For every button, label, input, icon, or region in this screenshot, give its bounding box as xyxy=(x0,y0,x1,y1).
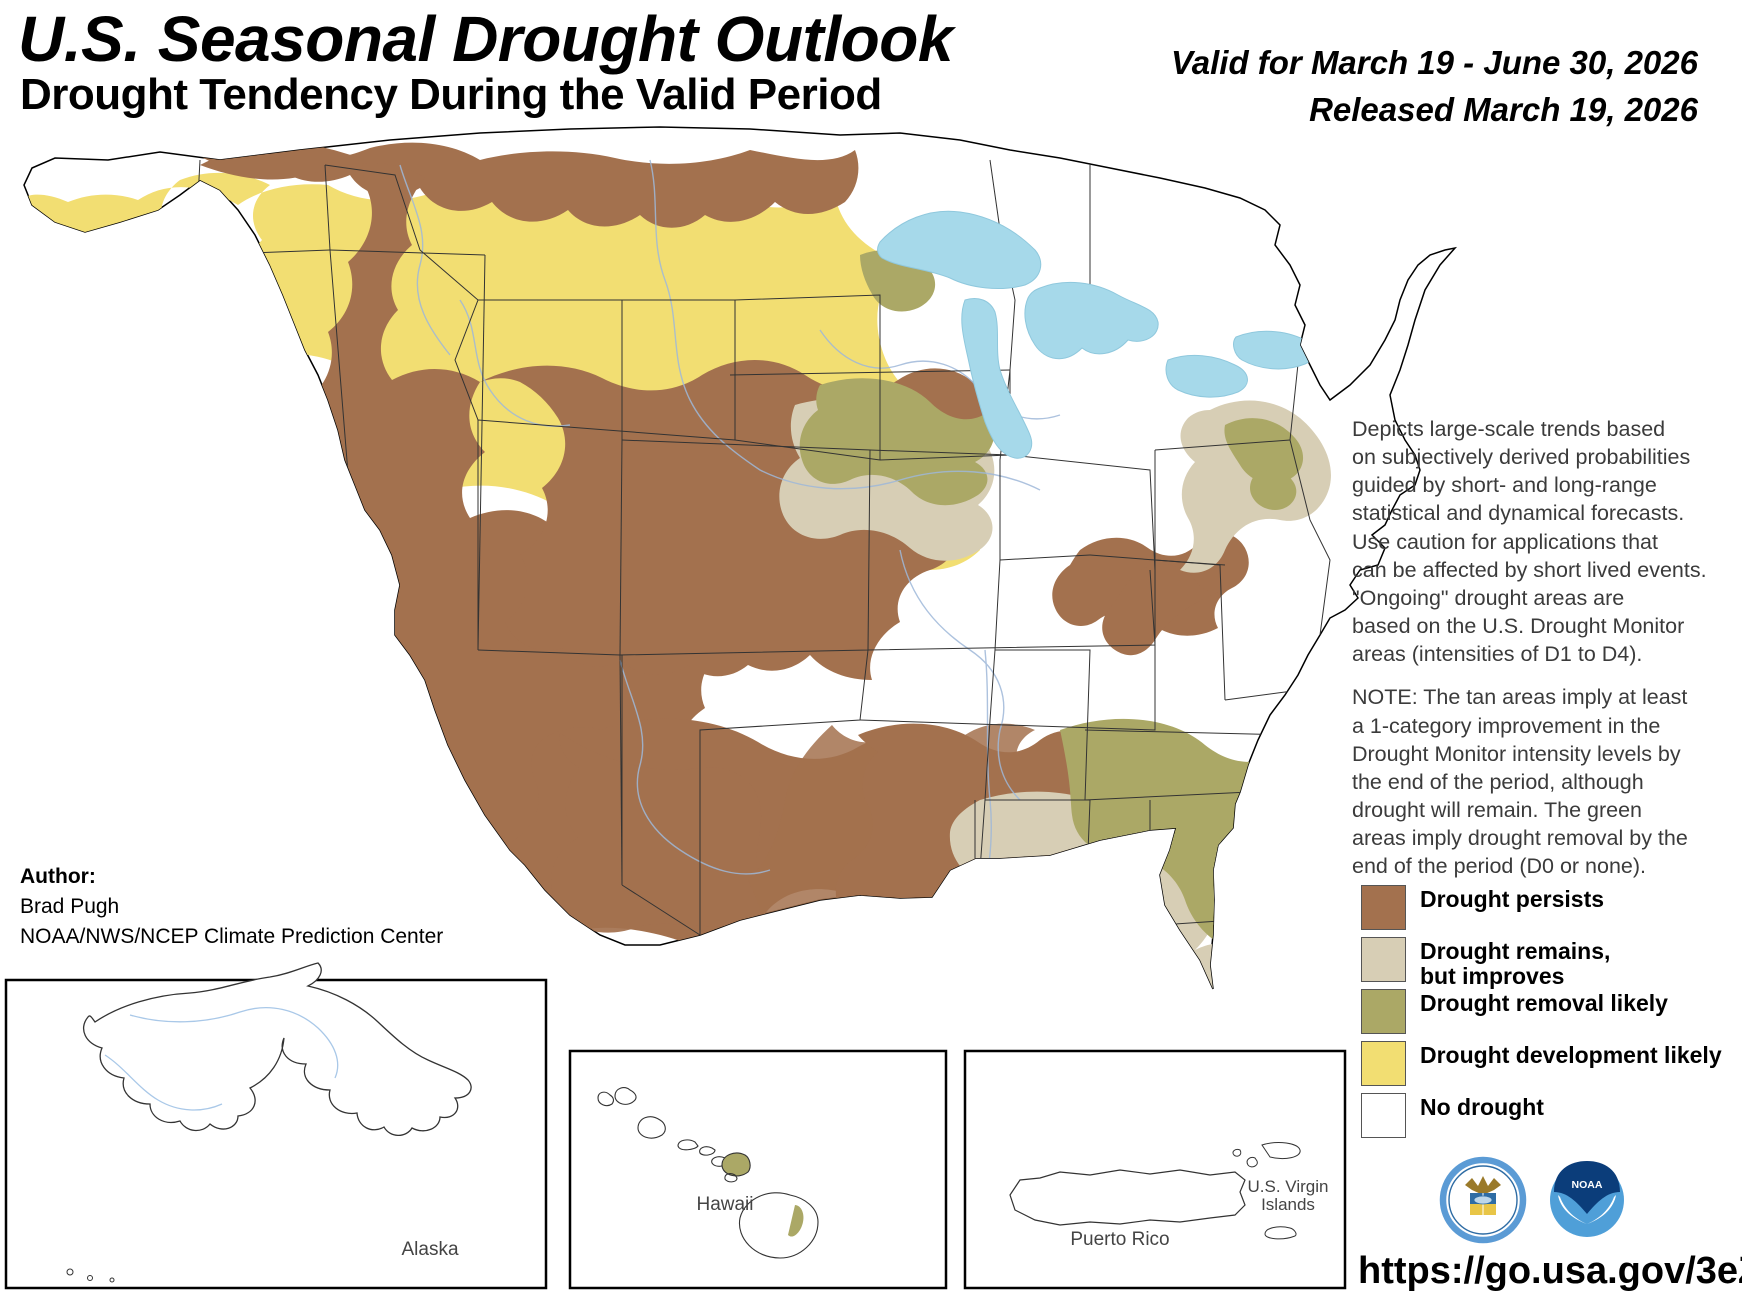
svg-text:Islands: Islands xyxy=(1261,1195,1315,1214)
svg-text:Alaska: Alaska xyxy=(401,1239,458,1260)
svg-text:Puerto Rico: Puerto Rico xyxy=(1070,1229,1169,1250)
svg-text:NOAA: NOAA xyxy=(1572,1179,1603,1191)
svg-text:U.S. Virgin: U.S. Virgin xyxy=(1248,1177,1329,1196)
svg-text:Hawaii: Hawaii xyxy=(696,1194,753,1215)
